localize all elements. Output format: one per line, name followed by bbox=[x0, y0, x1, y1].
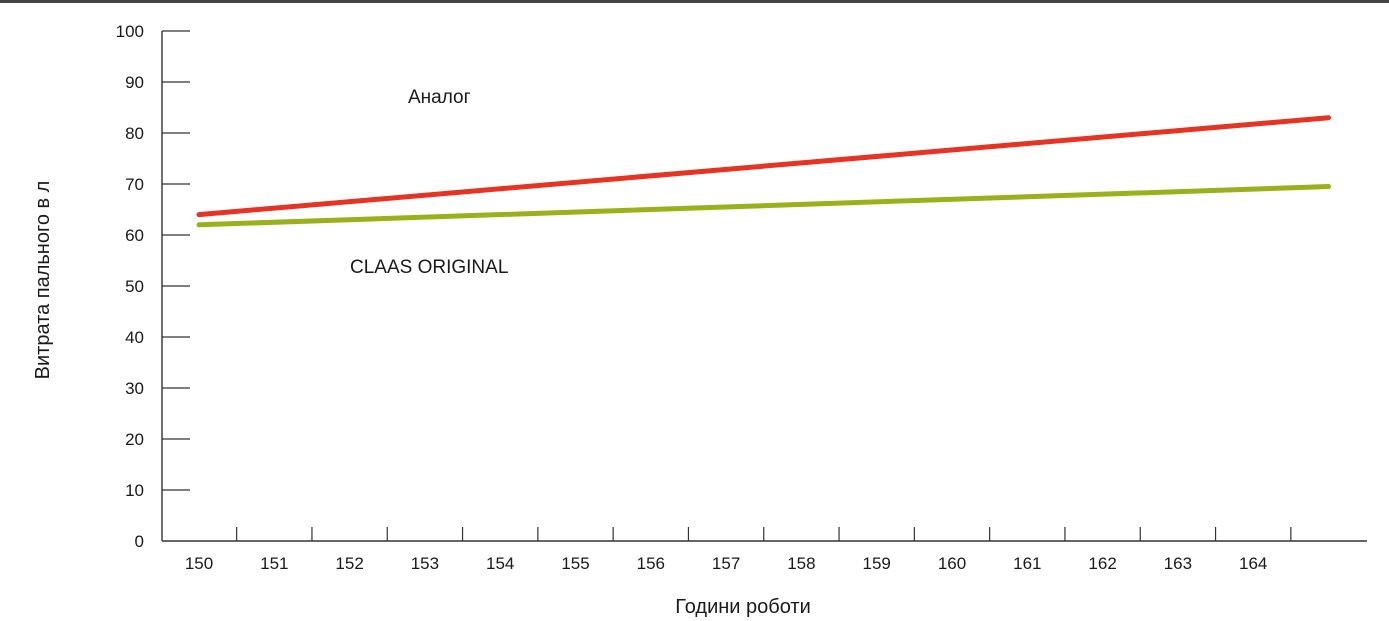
axes bbox=[161, 31, 1367, 542]
x-axis-ticks: 150 151 152 153 154 155 156 157 158 159 160 161 162 1… bbox=[185, 527, 1292, 573]
y-tick-label: 100 bbox=[116, 22, 144, 41]
y-tick-label: 10 bbox=[125, 481, 144, 500]
x-axis-title: Години роботи bbox=[675, 596, 811, 618]
series-line bbox=[196, 184, 1331, 228]
y-tick-label: 70 bbox=[125, 175, 144, 194]
y-axis-ticks: 0 10 20 30 40 50 60 70 80 90 100 bbox=[116, 22, 190, 551]
x-tick-label: 162 bbox=[1088, 554, 1116, 573]
x-tick-label: 154 bbox=[486, 554, 514, 573]
x-tick-label: 160 bbox=[938, 554, 966, 573]
x-tick-label: 151 bbox=[260, 554, 288, 573]
y-tick-label: 0 bbox=[135, 532, 144, 551]
x-tick-label: 159 bbox=[863, 554, 891, 573]
series-line bbox=[196, 115, 1331, 218]
y-tick-label: 20 bbox=[125, 430, 144, 449]
x-tick-label: 163 bbox=[1164, 554, 1192, 573]
y-tick-label: 80 bbox=[125, 124, 144, 143]
x-tick-label: 164 bbox=[1239, 554, 1267, 573]
y-tick-label: 30 bbox=[125, 379, 144, 398]
series-label: CLAAS ORIGINAL bbox=[350, 257, 508, 278]
series-labels: Аналог CLAAS ORIGINAL bbox=[350, 87, 508, 278]
y-tick-label: 40 bbox=[125, 328, 144, 347]
x-tick-label: 161 bbox=[1013, 554, 1041, 573]
x-tick-label: 157 bbox=[712, 554, 740, 573]
series-label: Аналог bbox=[408, 87, 471, 108]
y-axis-title: Витрата пального в л bbox=[32, 181, 54, 380]
top-rule bbox=[0, 0, 1389, 3]
y-tick-label: 90 bbox=[125, 73, 144, 92]
x-tick-label: 150 bbox=[185, 554, 213, 573]
x-tick-label: 156 bbox=[637, 554, 665, 573]
series-group bbox=[196, 115, 1331, 228]
x-tick-label: 155 bbox=[561, 554, 589, 573]
y-tick-label: 60 bbox=[125, 226, 144, 245]
x-tick-label: 152 bbox=[335, 554, 363, 573]
x-tick-label: 153 bbox=[411, 554, 439, 573]
x-tick-label: 158 bbox=[787, 554, 815, 573]
y-tick-label: 50 bbox=[125, 277, 144, 296]
